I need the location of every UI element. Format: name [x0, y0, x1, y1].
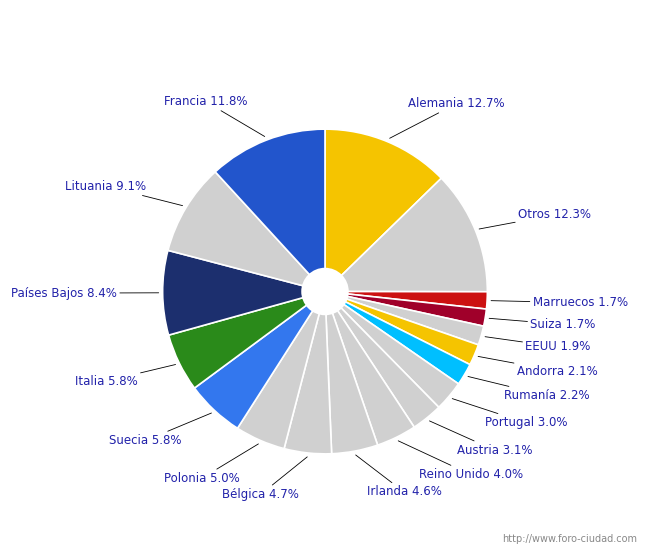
- Wedge shape: [325, 178, 488, 292]
- Text: Valls - Turistas extranjeros según país - Abril de 2024: Valls - Turistas extranjeros según país …: [104, 15, 546, 31]
- Text: Suecia 5.8%: Suecia 5.8%: [109, 413, 211, 447]
- Text: Bélgica 4.7%: Bélgica 4.7%: [222, 457, 307, 501]
- Text: http://www.foro-ciudad.com: http://www.foro-ciudad.com: [502, 535, 637, 544]
- Text: Rumanía 2.2%: Rumanía 2.2%: [468, 376, 590, 402]
- Text: Irlanda 4.6%: Irlanda 4.6%: [356, 455, 441, 498]
- Text: Lituania 9.1%: Lituania 9.1%: [65, 180, 183, 206]
- Text: Francia 11.8%: Francia 11.8%: [164, 95, 265, 136]
- Text: Países Bajos 8.4%: Países Bajos 8.4%: [11, 287, 159, 300]
- Wedge shape: [325, 292, 488, 309]
- Wedge shape: [194, 292, 325, 428]
- Circle shape: [301, 268, 349, 315]
- Text: Austria 3.1%: Austria 3.1%: [430, 421, 532, 456]
- Wedge shape: [325, 292, 470, 384]
- Text: Marruecos 1.7%: Marruecos 1.7%: [491, 296, 628, 309]
- Wedge shape: [215, 129, 325, 292]
- Wedge shape: [325, 292, 414, 445]
- Wedge shape: [168, 172, 325, 292]
- Wedge shape: [284, 292, 332, 454]
- Text: Otros 12.3%: Otros 12.3%: [479, 208, 591, 229]
- Wedge shape: [325, 129, 441, 292]
- Text: Italia 5.8%: Italia 5.8%: [75, 365, 176, 388]
- Wedge shape: [325, 292, 378, 454]
- Wedge shape: [237, 292, 325, 449]
- Text: Suiza 1.7%: Suiza 1.7%: [489, 318, 595, 331]
- Wedge shape: [325, 292, 458, 408]
- Wedge shape: [325, 292, 486, 326]
- Wedge shape: [162, 250, 325, 335]
- Wedge shape: [168, 292, 325, 388]
- Wedge shape: [325, 292, 484, 345]
- Wedge shape: [325, 292, 439, 427]
- Text: Portugal 3.0%: Portugal 3.0%: [452, 399, 567, 430]
- Text: Polonia 5.0%: Polonia 5.0%: [164, 444, 259, 485]
- Text: Reino Unido 4.0%: Reino Unido 4.0%: [398, 441, 523, 481]
- Wedge shape: [325, 292, 478, 365]
- Text: Andorra 2.1%: Andorra 2.1%: [478, 356, 597, 378]
- Text: EEUU 1.9%: EEUU 1.9%: [485, 337, 591, 354]
- Text: Alemania 12.7%: Alemania 12.7%: [389, 97, 505, 138]
